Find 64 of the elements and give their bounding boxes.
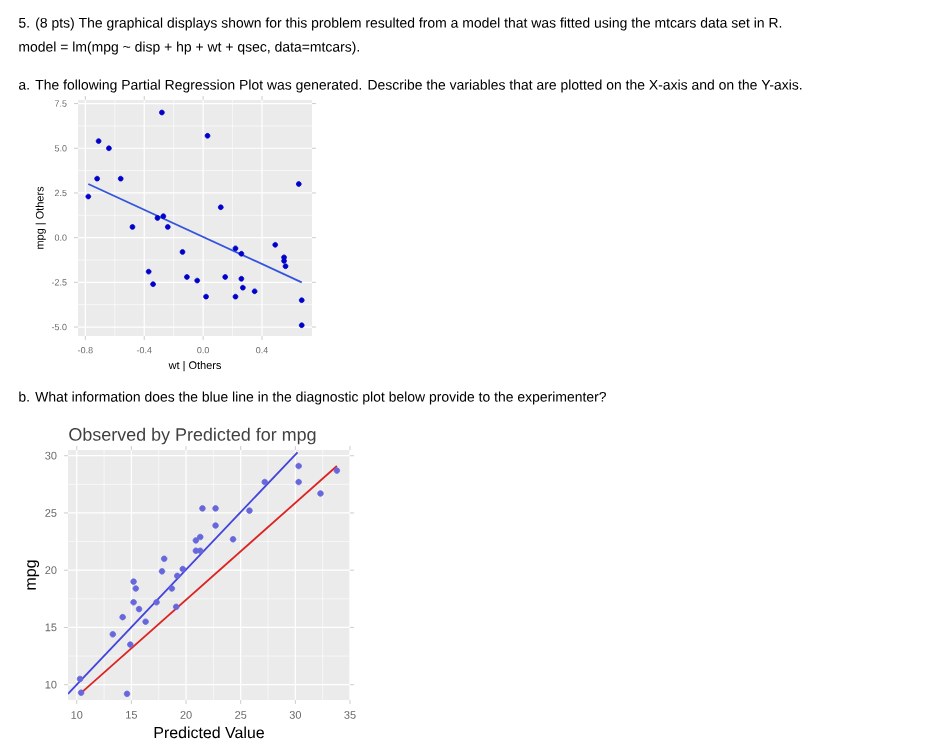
point bbox=[184, 274, 190, 280]
point bbox=[217, 204, 224, 211]
point bbox=[272, 242, 279, 248]
point bbox=[317, 490, 324, 497]
point bbox=[281, 258, 287, 264]
point bbox=[119, 613, 126, 621]
point bbox=[174, 572, 181, 580]
point bbox=[246, 507, 253, 514]
point bbox=[222, 274, 228, 280]
point bbox=[106, 145, 112, 152]
point bbox=[154, 215, 161, 221]
point bbox=[295, 462, 302, 470]
point bbox=[130, 599, 137, 606]
point bbox=[194, 277, 201, 284]
point bbox=[159, 109, 165, 116]
point bbox=[281, 254, 287, 261]
point bbox=[77, 689, 85, 696]
point bbox=[150, 281, 156, 287]
point bbox=[85, 193, 92, 200]
point bbox=[298, 322, 305, 329]
point bbox=[199, 505, 206, 512]
point bbox=[95, 138, 102, 144]
point bbox=[212, 522, 219, 529]
point bbox=[298, 297, 305, 304]
point bbox=[132, 585, 139, 592]
point bbox=[168, 585, 176, 592]
point bbox=[94, 175, 100, 182]
point bbox=[251, 288, 258, 295]
point bbox=[173, 603, 180, 611]
point bbox=[203, 293, 209, 300]
point bbox=[282, 263, 289, 270]
point bbox=[261, 478, 268, 486]
point bbox=[145, 268, 152, 275]
point bbox=[76, 675, 84, 683]
point bbox=[117, 175, 124, 182]
point bbox=[179, 249, 186, 255]
point bbox=[153, 599, 160, 606]
point bbox=[197, 533, 204, 541]
point bbox=[179, 565, 186, 573]
point bbox=[229, 536, 237, 543]
point bbox=[123, 690, 131, 698]
point bbox=[240, 284, 246, 291]
point bbox=[192, 537, 200, 544]
point bbox=[127, 641, 134, 648]
point bbox=[129, 224, 136, 230]
point bbox=[295, 478, 302, 486]
point bbox=[295, 181, 302, 187]
chart-title: Observed by Predicted for mpg bbox=[69, 427, 316, 445]
point bbox=[160, 213, 167, 219]
point bbox=[333, 467, 341, 474]
point bbox=[232, 245, 239, 252]
point bbox=[238, 250, 245, 257]
point bbox=[135, 605, 143, 613]
point bbox=[212, 505, 219, 512]
point bbox=[142, 618, 149, 625]
point bbox=[204, 132, 211, 139]
point bbox=[164, 224, 171, 230]
point bbox=[158, 568, 166, 575]
point bbox=[109, 631, 117, 638]
point bbox=[160, 555, 168, 562]
point bbox=[238, 275, 245, 282]
point bbox=[232, 293, 239, 300]
point bbox=[130, 578, 137, 585]
point bbox=[197, 547, 204, 554]
